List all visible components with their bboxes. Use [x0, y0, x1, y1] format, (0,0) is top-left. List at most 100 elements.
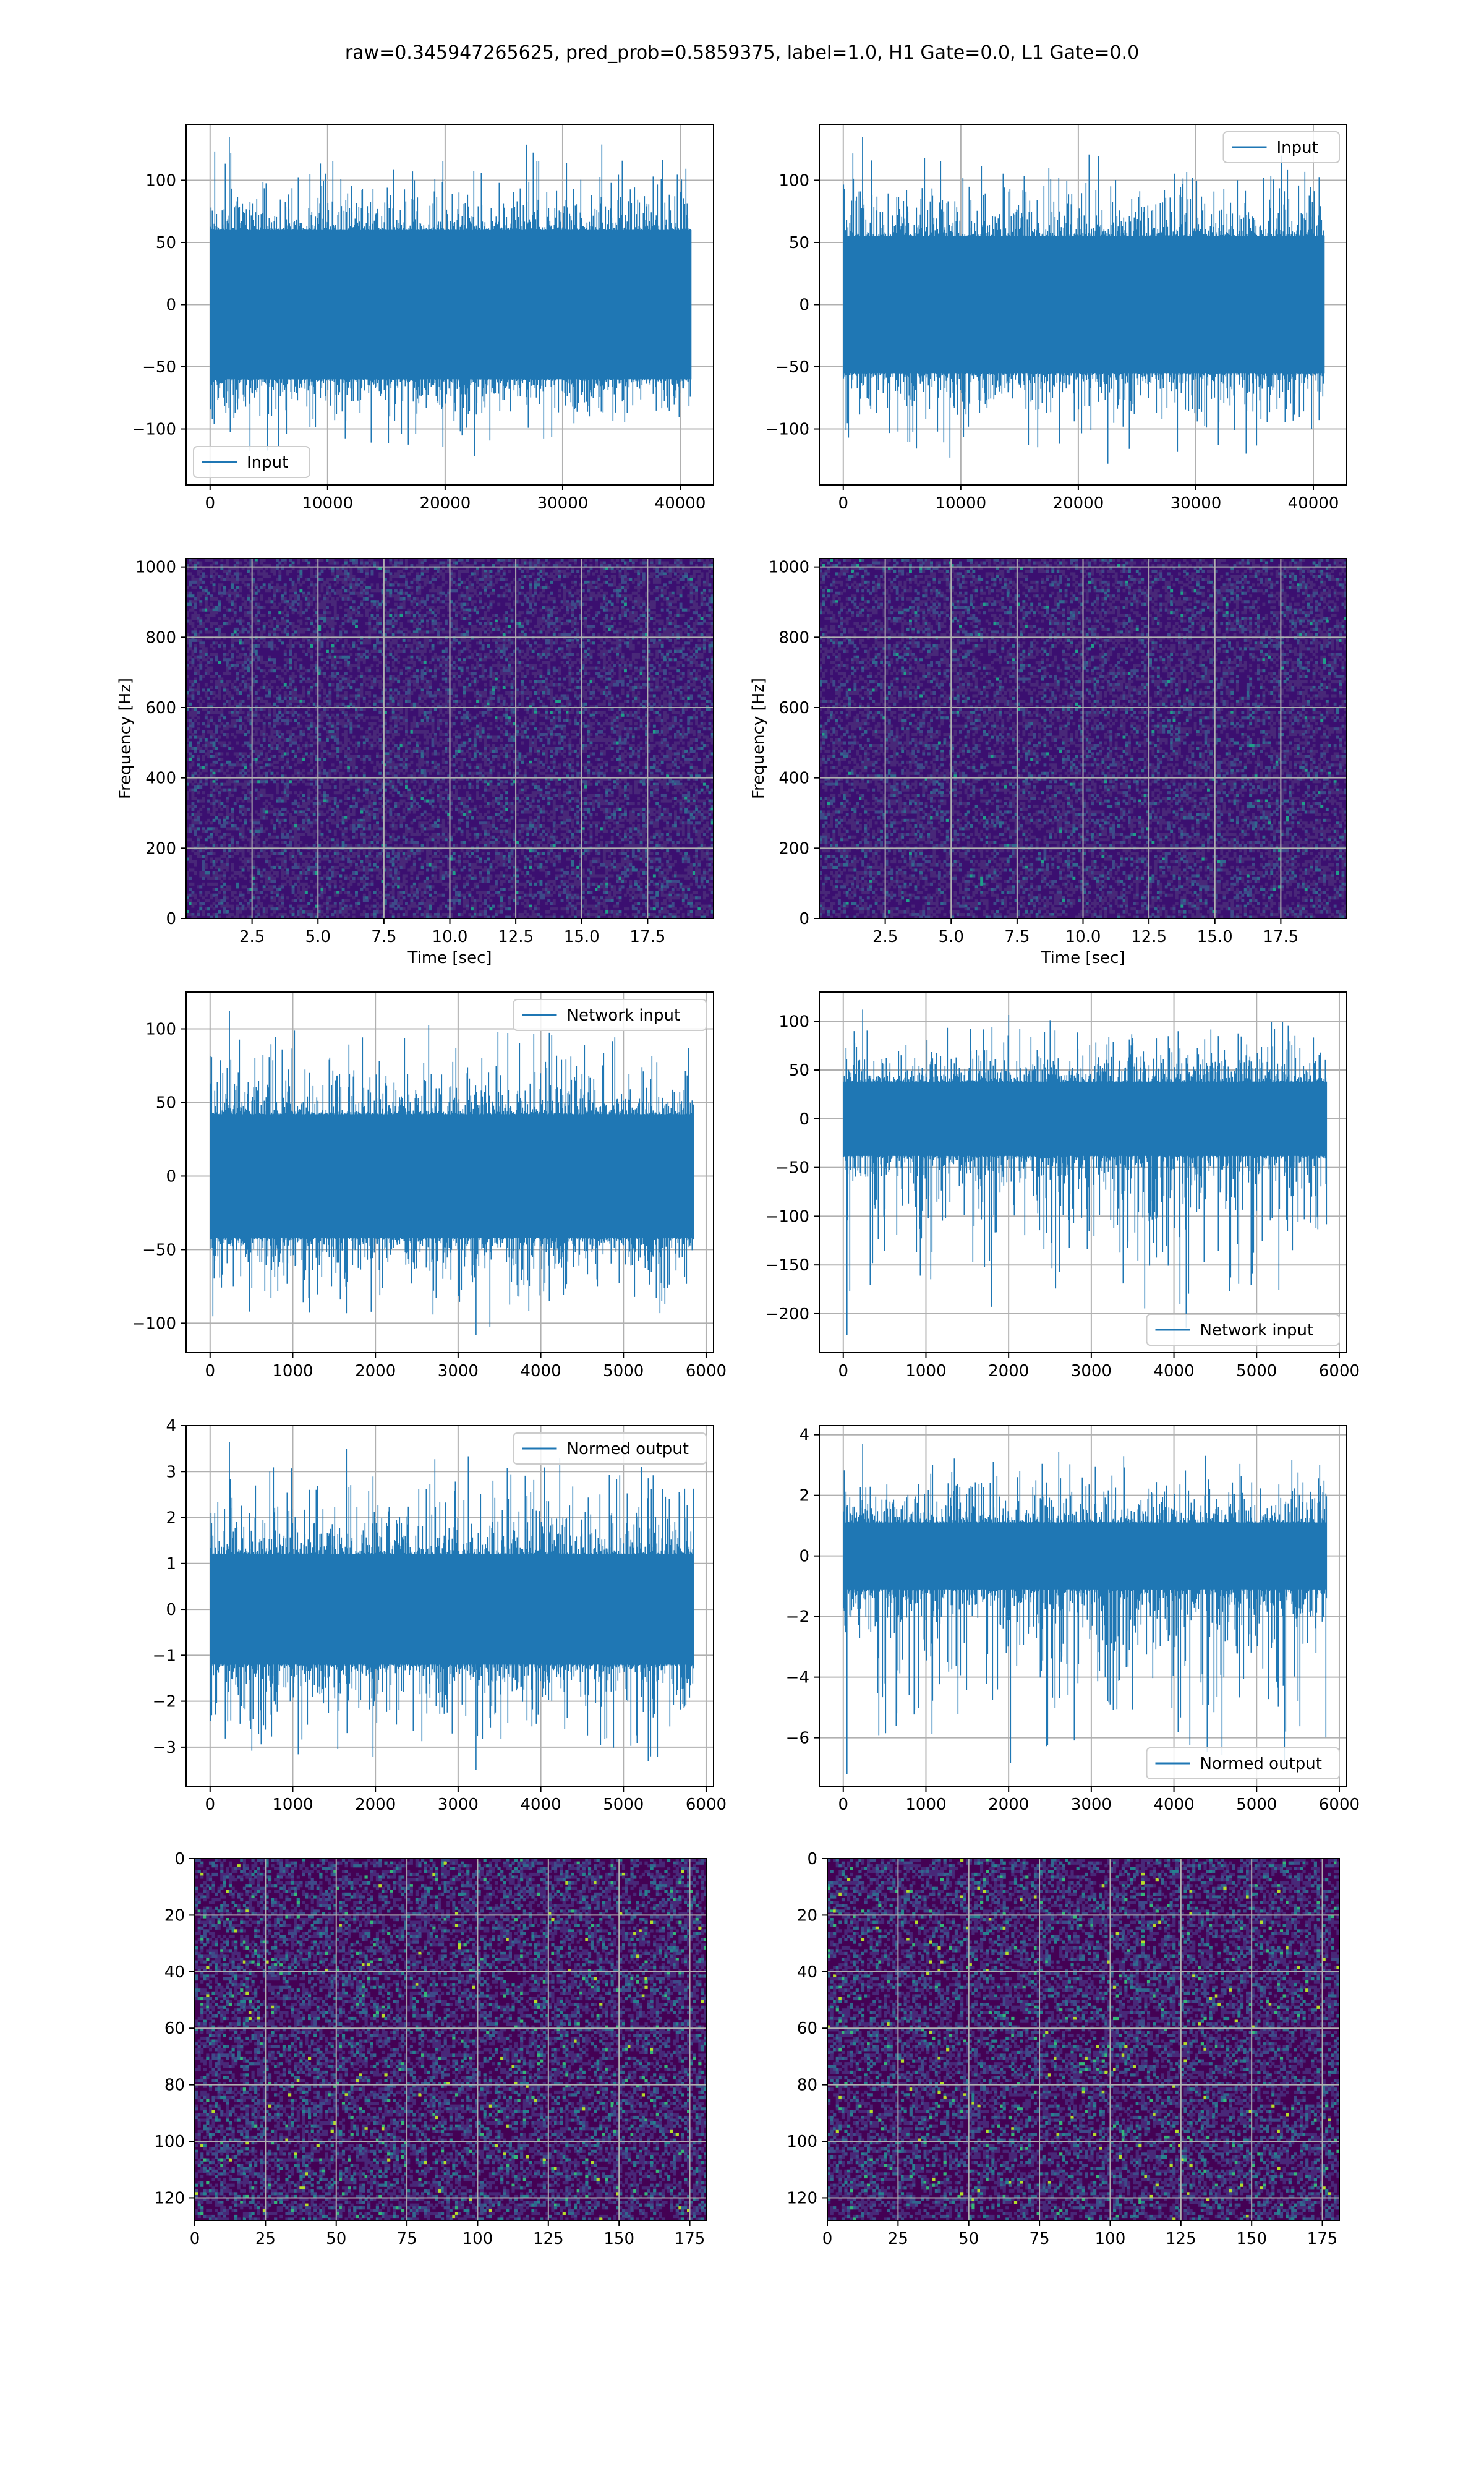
y-tick-label: 40: [797, 1963, 817, 1982]
x-tick-label: 4000: [1153, 1362, 1194, 1380]
y-tick-label: −50: [142, 1241, 176, 1259]
legend: Network input: [1146, 1314, 1340, 1346]
y-tick-label: 50: [156, 234, 176, 252]
y-tick-label: 1: [166, 1555, 176, 1573]
y-tick-label: 2: [166, 1509, 176, 1528]
x-tick-label: 1000: [272, 1796, 313, 1814]
y-tick-label: 120: [787, 2189, 817, 2207]
x-tick-label: 10.0: [432, 928, 468, 946]
y-tick-label: 0: [799, 1110, 809, 1129]
x-tick-label: 25: [255, 2230, 276, 2248]
y-tick-label: −50: [775, 1159, 809, 1178]
x-tick-label: 40000: [1288, 494, 1339, 513]
y-tick-label: 400: [145, 769, 176, 788]
plot-frame: [819, 1425, 1347, 1787]
legend: Network input: [513, 999, 707, 1031]
chart-spectrogram-l1: 2.5 5.0 7.5 10.0 12.5 15.0 17.5 0 200 400 600 800 10…: [749, 558, 1347, 967]
legend-label: Network input: [567, 1006, 681, 1025]
legend: Input: [193, 446, 310, 478]
y-tick-label: 0: [799, 1547, 809, 1566]
y-tick-label: 0: [807, 1850, 817, 1868]
y-tick-label: 200: [778, 839, 809, 858]
legend: Normed output: [513, 1432, 707, 1465]
legend: Normed output: [1146, 1747, 1340, 1779]
x-tick-label: 2.5: [872, 928, 898, 946]
heatmap-cells: [827, 1859, 1339, 2220]
legend-label: Input: [247, 453, 288, 472]
x-tick-label: 4000: [520, 1362, 561, 1380]
series-line: [210, 1442, 694, 1770]
chart-network-image-h1: 0 25 50 75 100 125 150 175 0 20 40 60 80 100 120: [154, 1850, 707, 2248]
x-tick-label: 3000: [438, 1362, 479, 1380]
y-tick-label: 800: [145, 628, 176, 647]
y-tick-label: −100: [132, 421, 176, 439]
x-tick-label: 0: [190, 2230, 200, 2248]
legend-label: Network input: [1200, 1321, 1314, 1340]
x-tick-label: 2000: [355, 1796, 396, 1814]
chart-normed-output-l1: 0 1000 2000 3000 4000 5000 6000 −6 −4 −2 0 2 4 Normed…: [786, 1425, 1360, 1814]
plot-frame: [186, 991, 714, 1353]
series-line: [843, 1009, 1328, 1335]
y-tick-label: 800: [778, 628, 809, 647]
chart-input-h1: 0 10000 20000 30000 40000 −100 −50 0 50 100 Input: [132, 124, 714, 513]
y-tick-label: −6: [786, 1729, 809, 1748]
legend-box: [513, 1432, 707, 1465]
x-tick-label: 125: [1166, 2230, 1196, 2248]
y-tick-label: 60: [164, 2019, 185, 2038]
grid-lines: [819, 559, 1347, 918]
y-tick-label: 40: [164, 1963, 185, 1982]
x-tick-label: 0: [838, 494, 848, 513]
x-tick-label: 75: [1030, 2230, 1050, 2248]
x-tick-label: 1000: [905, 1362, 946, 1380]
y-tick-label: 50: [789, 1061, 809, 1080]
y-tick-label: 100: [154, 2133, 185, 2151]
y-tick-label: 0: [174, 1850, 185, 1868]
x-tick-label: 3000: [1071, 1362, 1112, 1380]
x-tick-label: 30000: [537, 494, 589, 513]
legend-box: [1146, 1314, 1340, 1346]
x-tick-label: 0: [205, 494, 215, 513]
legend-label: Input: [1277, 139, 1318, 157]
x-tick-label: 10000: [302, 494, 353, 513]
y-tick-label: 80: [797, 2076, 817, 2095]
x-tick-label: 10.0: [1065, 928, 1101, 946]
y-tick-label: 50: [789, 234, 809, 252]
x-tick-label: 30000: [1171, 494, 1222, 513]
x-tick-label: 15.0: [1197, 928, 1233, 946]
y-tick-label: 120: [154, 2189, 185, 2207]
legend-box: [1146, 1747, 1340, 1779]
heatmap-cells: [195, 1859, 707, 2220]
x-tick-label: 6000: [1319, 1796, 1360, 1814]
x-tick-label: 7.5: [1004, 928, 1030, 946]
x-tick-label: 75: [397, 2230, 417, 2248]
y-tick-label: −100: [132, 1314, 176, 1333]
y-tick-label: −50: [142, 358, 176, 377]
series-line: [843, 1444, 1328, 1774]
x-tick-label: 3000: [438, 1796, 479, 1814]
x-tick-label: 0: [205, 1796, 215, 1814]
grid-lines: [195, 1859, 707, 2220]
x-tick-label: 4000: [520, 1796, 561, 1814]
y-tick-label: 20: [797, 1906, 817, 1925]
x-tick-label: 6000: [686, 1796, 727, 1814]
y-tick-label: 400: [778, 769, 809, 788]
x-tick-label: 1000: [905, 1796, 946, 1814]
y-tick-label: −1: [153, 1646, 176, 1665]
x-tick-label: 175: [1307, 2230, 1338, 2248]
y-tick-label: 0: [166, 910, 176, 928]
y-tick-label: 60: [797, 2019, 817, 2038]
y-tick-label: −3: [153, 1739, 176, 1757]
y-tick-label: 1000: [135, 559, 176, 577]
y-tick-label: 0: [799, 910, 809, 928]
x-tick-label: 50: [326, 2230, 346, 2248]
grid-lines: [186, 559, 714, 918]
x-tick-label: 5000: [603, 1796, 644, 1814]
x-tick-label: 15.0: [564, 928, 600, 946]
y-tick-label: 50: [156, 1094, 176, 1112]
x-tick-label: 0: [822, 2230, 833, 2248]
y-tick-label: 600: [778, 699, 809, 717]
x-tick-label: 20000: [420, 494, 471, 513]
x-tick-label: 175: [675, 2230, 706, 2248]
x-tick-label: 50: [958, 2230, 979, 2248]
